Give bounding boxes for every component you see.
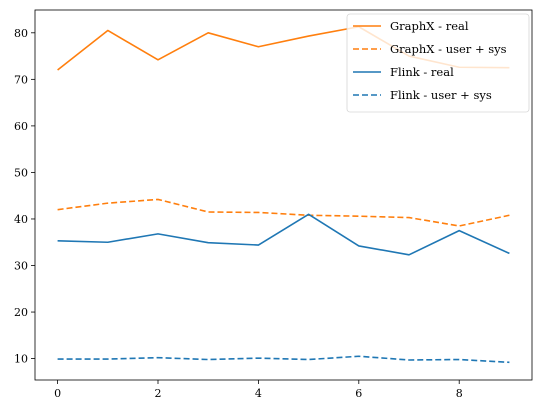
legend-label: Flink - real	[390, 65, 454, 79]
y-tick-label: 40	[14, 213, 28, 226]
y-tick-label: 60	[14, 120, 28, 133]
y-tick-label: 70	[14, 73, 28, 86]
legend: GraphX - real GraphX - user + sys Flink - …	[346, 13, 530, 113]
y-tick-label: 30	[14, 260, 28, 273]
series-line-flink-real	[57, 213, 510, 256]
legend-label: Flink - user + sys	[390, 88, 492, 102]
x-tick-label: 4	[255, 387, 262, 400]
series-line-graphx-user-sys	[57, 198, 510, 227]
y-tick-label: 20	[14, 306, 28, 319]
legend-label: GraphX - real	[390, 19, 469, 33]
y-tick-label: 10	[14, 353, 28, 366]
y-tick-label: 80	[14, 27, 28, 40]
x-tick-label: 8	[456, 387, 463, 400]
legend-box	[346, 13, 530, 113]
axes-frame	[34, 9, 533, 381]
x-tick-label: 0	[54, 387, 61, 400]
tick-layer: 0 2 4 6 8 10 20 30 40 50 60 70 80	[14, 27, 463, 400]
x-tick-label: 6	[355, 387, 362, 400]
legend-label: GraphX - user + sys	[390, 42, 507, 56]
x-tick-label: 2	[154, 387, 161, 400]
series-line-flink-user-sys	[57, 355, 510, 364]
y-tick-label: 50	[14, 166, 28, 179]
